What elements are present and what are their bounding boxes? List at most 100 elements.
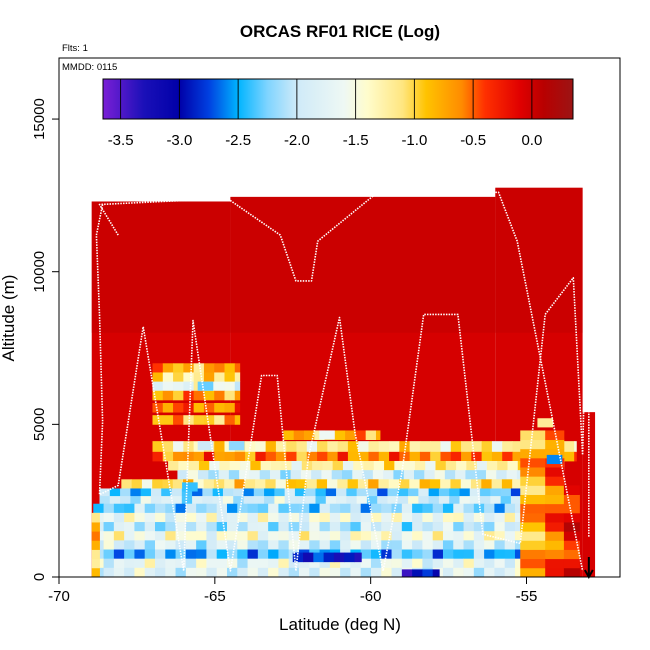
heat-cell bbox=[124, 503, 135, 514]
heat-cell bbox=[247, 512, 259, 523]
heat-cell bbox=[419, 451, 431, 462]
heat-cell bbox=[103, 549, 115, 560]
heat-cell bbox=[306, 451, 318, 462]
heat-cell bbox=[214, 381, 225, 392]
heat-cell bbox=[234, 451, 246, 462]
edge-cell bbox=[520, 512, 546, 523]
heat-cell bbox=[370, 549, 382, 560]
edge-cell bbox=[520, 540, 546, 550]
heat-cell bbox=[422, 522, 434, 532]
edge-cell bbox=[545, 430, 565, 441]
heat-cell bbox=[459, 488, 471, 497]
heat-cell bbox=[435, 460, 447, 471]
heat-cell bbox=[113, 558, 125, 569]
heat-cell bbox=[496, 470, 507, 480]
heat-cell bbox=[161, 488, 172, 497]
heat-cell bbox=[494, 567, 506, 577]
heat-cell bbox=[463, 567, 475, 577]
heat-cell bbox=[257, 567, 269, 577]
heat-cell bbox=[196, 503, 207, 514]
heat-cell bbox=[350, 522, 362, 532]
heat-cell bbox=[347, 451, 359, 462]
heat-cell bbox=[360, 540, 372, 550]
heat-cell bbox=[391, 540, 403, 550]
heat-cell bbox=[134, 567, 146, 577]
heat-cell bbox=[288, 531, 300, 541]
heat-cell bbox=[224, 415, 236, 425]
heat-cell bbox=[442, 567, 454, 577]
heat-cell bbox=[113, 512, 125, 523]
heat-cell bbox=[355, 430, 367, 441]
background-upper-0 bbox=[91, 201, 231, 333]
heat-cell bbox=[283, 430, 295, 441]
heat-cell bbox=[152, 381, 164, 392]
heat-cell bbox=[491, 451, 503, 462]
y-tick-label: 0 bbox=[31, 573, 48, 581]
heat-cell bbox=[419, 441, 431, 453]
heat-cell bbox=[224, 479, 235, 489]
heat-cell bbox=[233, 488, 244, 497]
heat-cell bbox=[298, 503, 310, 514]
background-upper-1 bbox=[230, 196, 496, 333]
heat-cell bbox=[237, 558, 248, 569]
heat-cell bbox=[429, 479, 441, 489]
heat-cell bbox=[484, 540, 495, 550]
heat-cell bbox=[196, 540, 207, 550]
heat-cell bbox=[484, 558, 495, 569]
heat-cell bbox=[391, 558, 403, 569]
heat-cell bbox=[412, 569, 423, 577]
heat-cell bbox=[383, 470, 394, 480]
heat-cell bbox=[120, 488, 131, 497]
heat-cell bbox=[453, 522, 464, 532]
heat-cell bbox=[243, 496, 255, 505]
heat-cell bbox=[501, 479, 513, 489]
heat-cell bbox=[490, 488, 502, 497]
heat-cell bbox=[381, 503, 392, 514]
x-tick-label: -55 bbox=[516, 588, 538, 605]
edge-cell bbox=[563, 549, 580, 560]
heat-cell bbox=[381, 522, 392, 532]
heat-cell bbox=[103, 531, 115, 541]
heat-cell bbox=[309, 503, 320, 514]
end-arrow-icon bbox=[583, 557, 594, 580]
heat-cell bbox=[193, 390, 205, 401]
edge-cell bbox=[520, 522, 546, 532]
background-column-3 bbox=[582, 412, 596, 577]
heat-cell bbox=[381, 512, 392, 523]
heat-cell bbox=[370, 558, 382, 569]
heat-cell bbox=[281, 460, 292, 471]
heat-cell bbox=[306, 479, 318, 489]
hotspot-4 bbox=[319, 430, 335, 440]
heat-cell bbox=[237, 531, 248, 541]
heat-cell bbox=[154, 558, 166, 569]
heat-cell bbox=[329, 503, 341, 514]
heat-cell bbox=[422, 558, 434, 569]
edge-cell bbox=[520, 485, 546, 495]
heat-cell bbox=[253, 496, 265, 505]
heat-cell bbox=[360, 549, 372, 560]
heat-cell bbox=[453, 567, 464, 577]
heat-cell bbox=[298, 531, 310, 541]
heat-cell bbox=[510, 488, 522, 497]
heat-cell bbox=[504, 549, 516, 560]
heat-cell bbox=[340, 512, 351, 523]
heat-cell bbox=[113, 540, 125, 550]
heat-cell bbox=[360, 531, 372, 541]
heat-cell bbox=[442, 531, 454, 541]
heat-cell bbox=[368, 441, 380, 453]
heat-cell bbox=[216, 558, 228, 569]
edge-cell bbox=[545, 512, 565, 523]
edge-cell bbox=[520, 448, 546, 459]
heat-cell bbox=[481, 451, 493, 462]
heat-cell bbox=[265, 479, 277, 489]
heat-cell bbox=[103, 512, 115, 523]
heat-cell bbox=[183, 415, 195, 425]
edge-cell bbox=[520, 439, 546, 450]
heat-cell bbox=[309, 567, 320, 577]
flight-track-upper bbox=[98, 191, 584, 572]
heat-cell bbox=[237, 549, 248, 560]
heat-cell bbox=[196, 549, 207, 560]
heat-cell bbox=[375, 430, 381, 441]
heat-cell bbox=[196, 522, 207, 532]
